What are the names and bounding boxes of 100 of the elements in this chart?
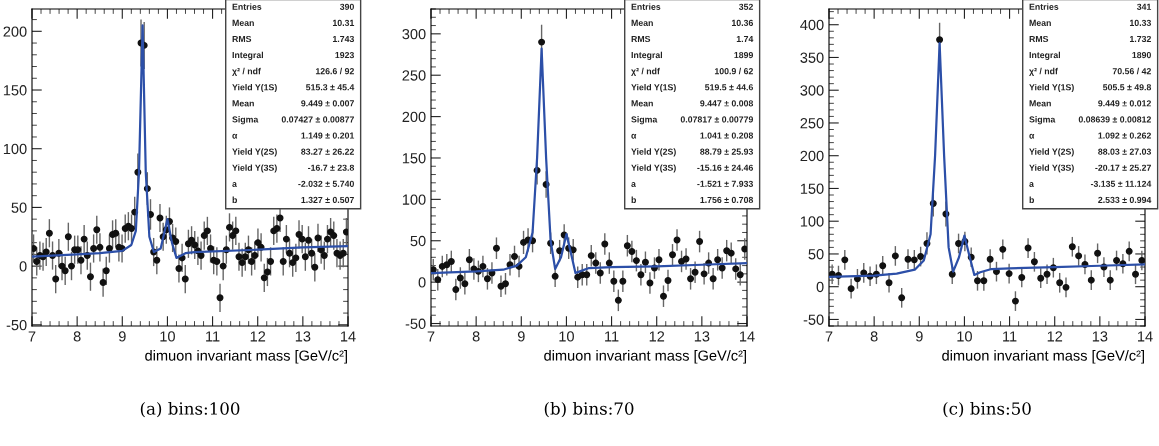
annotation: a <box>631 182 636 187</box>
x-tick-label: 7 <box>427 331 435 342</box>
annotation: Mean <box>631 19 653 26</box>
annotation: Mean <box>631 100 653 107</box>
annotation: Yield Υ(1S) <box>631 83 676 93</box>
y-tick-label: 300 <box>800 85 824 96</box>
annotation: RMS <box>631 35 651 43</box>
x-tick-label: 14 <box>341 331 356 342</box>
x-tick-label: 10 <box>957 331 972 342</box>
y-tick-label: 50 <box>808 249 824 260</box>
annotation: α <box>232 133 238 139</box>
annotation: 0.07817 ± 0.00779 <box>680 116 753 123</box>
y-tick-label: -50 <box>6 319 27 331</box>
y-tick-label: 200 <box>800 150 824 162</box>
annotation: 1890 <box>1132 51 1151 59</box>
x-axis-title: dimuon invariant mass [GeV/c²] <box>145 350 347 364</box>
annotation: -20.17 ± 25.27 <box>1095 164 1151 171</box>
annotation: Integral <box>631 51 663 60</box>
annotation: 1923 <box>335 51 355 59</box>
annotation: 341 <box>1136 3 1152 10</box>
annotation: Integral <box>232 51 264 60</box>
x-tick-label: 14 <box>740 331 755 342</box>
y-tick-label: 200 <box>402 111 426 123</box>
annotation: 390 <box>339 3 354 10</box>
y-tick-label: 100 <box>800 216 824 227</box>
x-tick-label: 10 <box>160 331 175 342</box>
y-tick-label: 150 <box>800 183 824 194</box>
annotation: -1.521 ± 7.933 <box>697 180 754 187</box>
annotation: -2.032 ± 5.740 <box>298 180 354 187</box>
annotation: Yield Υ(3S) <box>1029 164 1074 173</box>
annotation: Yield Υ(3S) <box>631 164 676 173</box>
text: (c) bins:50 <box>943 401 1031 418</box>
annotation: χ² / ndf <box>631 67 660 76</box>
y-tick-label: 250 <box>800 118 824 129</box>
annotation: b <box>232 196 238 204</box>
y-tick-label: 100 <box>3 143 27 155</box>
annotation: Entries <box>232 3 262 10</box>
annotation: b <box>631 196 637 204</box>
annotation: 519.5 ± 44.6 <box>705 84 754 91</box>
annotation: 352 <box>738 3 753 10</box>
annotation: a <box>1029 182 1034 187</box>
x-tick-label: 7 <box>28 331 36 342</box>
annotation: 88.79 ± 25.93 <box>700 148 754 155</box>
annotation: α <box>1029 133 1035 139</box>
annotation: 9.449 ± 0.012 <box>1098 100 1151 107</box>
x-tick-label: 12 <box>1047 331 1063 342</box>
annotation: Entries <box>1029 3 1059 10</box>
annotation: 88.03 ± 27.03 <box>1098 148 1152 155</box>
annotation: Mean <box>232 100 254 107</box>
annotation: RMS <box>232 35 252 43</box>
annotation: Yield Υ(3S) <box>232 164 277 173</box>
annotation: 83.27 ± 26.22 <box>301 148 354 155</box>
annotation: 10.31 <box>332 19 355 26</box>
x-axis-title: dimuon invariant mass [GeV/c²] <box>544 350 746 364</box>
text: (b) bins:70 <box>544 401 634 418</box>
x-axis-title: dimuon invariant mass [GeV/c²] <box>942 350 1144 364</box>
x-tick-label: 13 <box>1092 331 1108 342</box>
x-tick-label: 13 <box>694 331 710 342</box>
annotation: Sigma <box>1029 116 1056 125</box>
x-tick-label: 11 <box>206 331 220 342</box>
annotation: -15.16 ± 24.46 <box>697 164 754 171</box>
y-tick-label: 50 <box>410 235 426 247</box>
annotation: a <box>232 182 237 187</box>
x-tick-label: 12 <box>250 331 266 342</box>
annotation: 10.33 <box>1129 19 1152 26</box>
annotation: 1.732 <box>1129 35 1151 43</box>
x-tick-label: 14 <box>1138 331 1153 342</box>
annotation: α <box>631 133 637 139</box>
annotation: Yield Υ(2S) <box>1029 148 1074 157</box>
annotation: 10.36 <box>731 19 754 26</box>
x-tick-label: 10 <box>559 331 574 342</box>
y-tick-label: 200 <box>3 26 27 37</box>
annotation: -16.7 ± 23.8 <box>308 164 355 171</box>
annotation: Entries <box>631 3 661 10</box>
y-tick-label: 0 <box>19 261 27 272</box>
y-tick-label: 400 <box>800 19 824 31</box>
annotation: Mean <box>232 19 254 26</box>
y-tick-label: 300 <box>402 28 426 40</box>
x-tick-label: 12 <box>649 331 665 342</box>
annotation: 100.9 / 62 <box>714 67 753 75</box>
annotation: 1.756 ± 0.708 <box>700 196 754 204</box>
annotation: b <box>1029 196 1035 204</box>
x-tick-label: 8 <box>870 331 878 342</box>
annotation: 70.56 / 42 <box>1112 67 1151 75</box>
x-tick-label: 8 <box>472 331 480 342</box>
y-tick-label: -50 <box>803 314 824 325</box>
y-tick-label: 50 <box>11 202 27 213</box>
y-tick-label: 100 <box>402 194 426 205</box>
x-tick-label: 9 <box>915 331 923 342</box>
y-tick-label: -50 <box>405 318 426 329</box>
y-tick-label: 250 <box>402 70 426 81</box>
annotation: 1.092 ± 0.262 <box>1098 132 1151 139</box>
y-tick-label: 350 <box>800 52 824 63</box>
annotation: 2.533 ± 0.994 <box>1098 196 1152 204</box>
annotation: 1.149 ± 0.201 <box>301 132 355 139</box>
annotation: Yield Υ(1S) <box>232 83 277 93</box>
annotation: -3.135 ± 11.124 <box>1090 180 1152 187</box>
annotation: 9.449 ± 0.007 <box>301 100 354 107</box>
annotation: Yield Υ(2S) <box>232 148 277 157</box>
annotation: 1.327 ± 0.507 <box>301 196 354 204</box>
